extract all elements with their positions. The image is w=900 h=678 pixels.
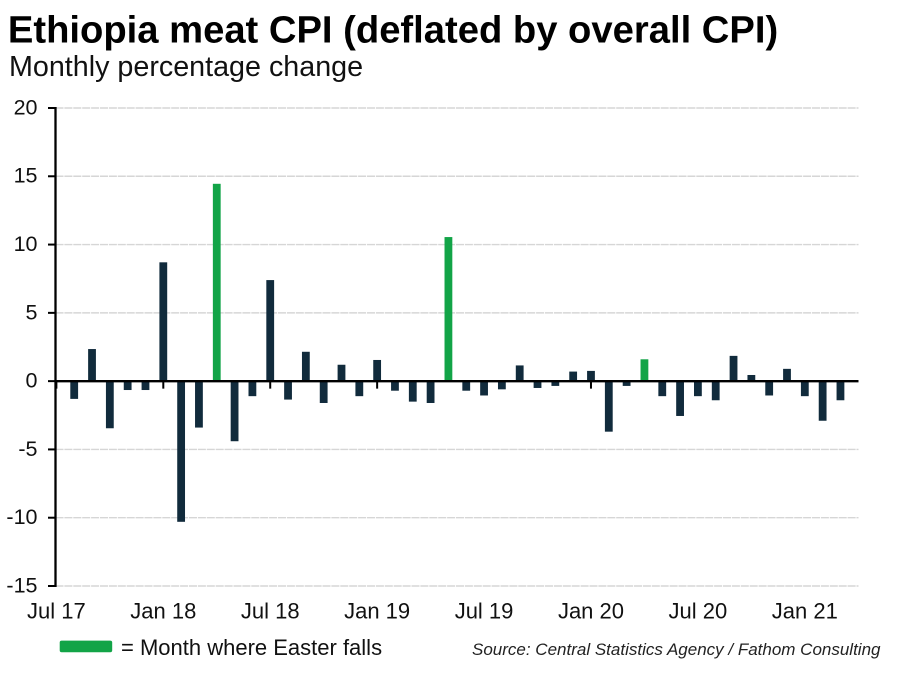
svg-text:= Month where Easter falls: = Month where Easter falls: [121, 635, 382, 660]
svg-text:Jul 20: Jul 20: [669, 599, 728, 624]
svg-text:10: 10: [14, 232, 38, 256]
svg-text:Jan 21: Jan 21: [772, 599, 838, 624]
svg-text:0: 0: [26, 369, 38, 393]
svg-text:Ethiopia meat CPI (deflated by: Ethiopia meat CPI (deflated by overall C…: [8, 9, 778, 52]
svg-text:Jul 19: Jul 19: [455, 599, 514, 624]
svg-text:Jul 18: Jul 18: [241, 599, 300, 624]
svg-text:-10: -10: [6, 505, 37, 529]
svg-text:Jan 18: Jan 18: [130, 599, 196, 624]
svg-text:-5: -5: [18, 437, 37, 461]
svg-text:20: 20: [14, 95, 38, 119]
svg-text:5: 5: [26, 300, 38, 324]
svg-text:Jul 17: Jul 17: [27, 599, 86, 624]
svg-text:Jan 20: Jan 20: [558, 599, 624, 624]
svg-text:Jan 19: Jan 19: [344, 599, 410, 624]
svg-text:15: 15: [14, 164, 38, 188]
svg-text:-15: -15: [6, 573, 37, 597]
svg-text:Source: Central Statistics Age: Source: Central Statistics Agency / Fath…: [472, 640, 881, 659]
svg-text:Monthly percentage change: Monthly percentage change: [9, 51, 363, 83]
